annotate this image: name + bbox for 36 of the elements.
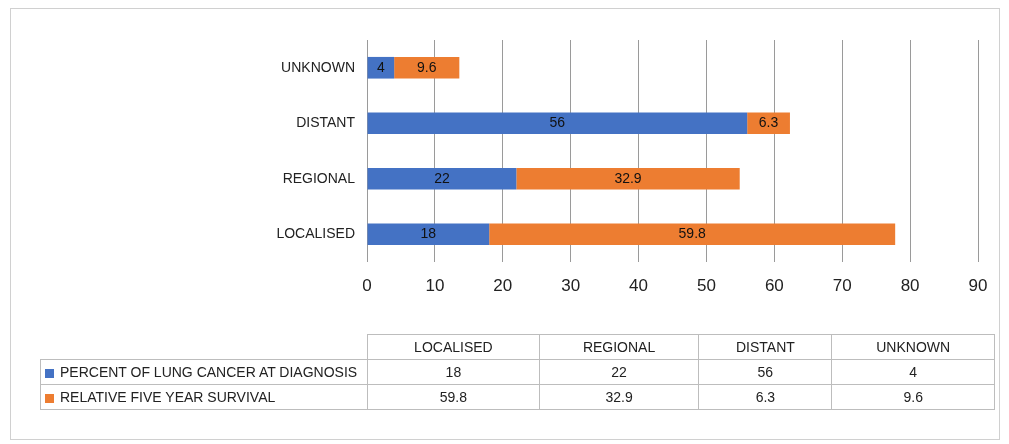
data-label: 4	[376, 58, 385, 75]
data-label: 59.8	[678, 225, 707, 242]
data-label: 56	[549, 114, 566, 131]
category-label: DISTANT	[735, 339, 795, 355]
text: 22	[539, 359, 699, 385]
data-label: 18	[420, 225, 437, 242]
legend-label: RELATIVE FIVE YEAR SURVIVAL	[40, 384, 368, 410]
x-tick-label: 60	[764, 275, 784, 295]
x-tick-label: 50	[696, 275, 716, 295]
x-tick-label: 30	[561, 275, 581, 295]
x-tick-label: 70	[832, 275, 852, 295]
text: 18	[367, 359, 540, 385]
category-label: LOCALISED	[414, 339, 493, 355]
y-tick-label: LOCALISED	[276, 225, 355, 242]
text: 6.3	[698, 384, 832, 410]
x-tick-label: 0	[362, 275, 372, 295]
y-tick-label: UNKNOWN	[281, 58, 355, 75]
legend-label: PERCENT OF LUNG CANCER AT DIAGNOSIS	[40, 359, 368, 385]
text: 4	[831, 359, 995, 385]
y-tick-label: REGIONAL	[282, 169, 356, 186]
category-label: REGIONAL	[582, 339, 656, 355]
x-tick-label: 90	[968, 275, 988, 295]
x-tick-label: 10	[425, 275, 445, 295]
y-tick-label: DISTANT	[296, 114, 356, 131]
x-tick-label: 20	[493, 275, 513, 295]
data-label: 22	[434, 169, 450, 186]
data-label: 32.9	[614, 169, 642, 186]
x-tick-label: 40	[629, 275, 649, 295]
text: 56	[698, 359, 832, 385]
data-label: 9.6	[417, 58, 437, 75]
text: 59.8	[367, 384, 540, 410]
category-label: UNKNOWN	[876, 339, 951, 355]
x-tick-label: 80	[900, 275, 920, 295]
text: 32.9	[539, 384, 699, 410]
data-label: 6.3	[758, 114, 779, 131]
text: 9.6	[831, 384, 995, 410]
